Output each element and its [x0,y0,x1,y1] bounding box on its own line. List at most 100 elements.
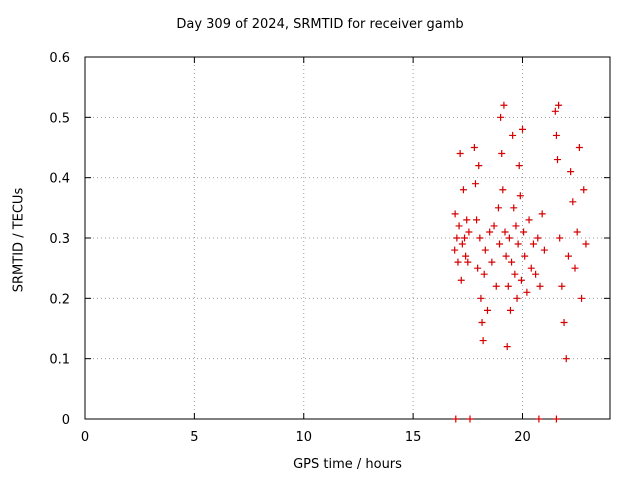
data-point [492,282,500,290]
data-point [481,246,489,254]
data-point [496,240,504,248]
data-point [517,276,525,284]
data-point [552,415,560,423]
data-point [451,210,459,218]
data-point [514,240,522,248]
data-point [560,318,568,326]
data-point [580,186,588,194]
data-point [476,234,484,242]
data-point [461,234,469,242]
data-point [462,252,470,260]
data-point [475,162,483,170]
data-point [486,228,494,236]
data-point [458,240,466,248]
data-point [506,306,514,314]
y-tick-label: 0 [62,413,70,428]
data-point [466,415,474,423]
y-tick-label: 0.4 [49,172,70,187]
data-point [465,228,473,236]
y-tick-label: 0.5 [49,111,70,126]
data-point [498,150,506,158]
data-point [508,258,516,266]
data-point [556,234,564,242]
data-point [473,216,481,224]
data-point [527,264,535,272]
data-point [453,234,461,242]
data-point [516,192,524,200]
data-point [500,101,508,109]
x-tick-label: 10 [295,430,312,445]
data-point [567,168,575,176]
data-point [512,222,520,230]
data-point [520,228,528,236]
data-point [471,180,479,188]
data-point [470,144,478,151]
data-point [538,210,546,218]
x-tick-label: 5 [190,430,198,445]
data-point [463,216,471,224]
y-tick-label: 0.1 [49,353,70,368]
plot-frame [84,56,611,420]
data-point [474,264,482,272]
data-point [457,276,465,284]
data-point [558,282,566,290]
data-point [552,131,560,139]
data-point [452,415,460,423]
data-point [571,264,579,272]
data-point [454,258,462,266]
data-point [578,294,586,302]
data-point [582,240,590,248]
data-point [510,204,518,212]
data-point [499,186,507,194]
data-point [515,162,523,170]
data-point [478,318,486,326]
data-point [488,258,496,266]
data-point [536,282,544,290]
data-point [521,252,529,260]
data-point [479,337,487,345]
data-point [502,252,510,260]
data-point [503,343,511,351]
data-point [451,246,459,254]
data-point [540,246,548,254]
data-point [562,355,570,363]
data-point [490,222,498,230]
x-tick-label: 20 [514,430,531,445]
data-point [532,270,540,278]
y-tick-label: 0.2 [49,292,70,307]
data-point [480,270,488,278]
data-point [501,228,509,236]
data-point [505,234,513,242]
data-point [511,270,519,278]
data-point [575,144,583,151]
data-point [459,186,467,194]
data-point [484,306,491,314]
data-point [573,228,581,236]
data-point [535,415,543,423]
x-tick-label: 15 [405,430,422,445]
data-point [456,150,464,158]
data-point [497,113,505,121]
data-point [494,204,502,212]
data-point [513,294,521,302]
data-point [529,240,537,248]
data-point [551,107,559,115]
data-point [504,282,512,290]
data-point [509,131,517,139]
data-point [534,234,542,242]
data-point [519,125,526,133]
x-axis-label: GPS time / hours [293,457,402,472]
data-point [555,101,563,109]
data-point [464,258,472,266]
data-point [455,222,463,230]
data-point [554,156,561,164]
data-point [477,294,485,302]
data-point [523,288,531,296]
x-tick-label: 0 [81,430,89,445]
chart-title: Day 309 of 2024, SRMTID for receiver gam… [176,17,464,32]
y-axis-label: SRMTID / TECUs [11,187,27,293]
data-point [564,252,572,260]
data-point [569,198,577,206]
data-point [525,216,533,224]
